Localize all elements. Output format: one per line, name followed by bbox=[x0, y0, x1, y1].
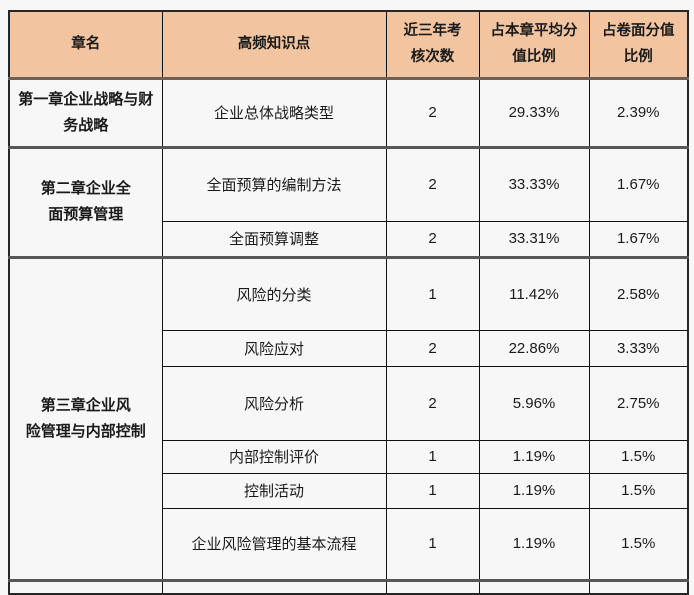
chapter-score-pct-cell: 1.19% bbox=[478, 439, 590, 474]
header-row: 章名 高频知识点 近三年考 核次数 占本章平均分 值比例 占卷面分值 比例 bbox=[8, 10, 689, 80]
table-row: 全面预算调整 2 33.31% 1.67% bbox=[9, 220, 689, 259]
column-header-paper-pct: 占卷面分值 比例 bbox=[588, 10, 689, 80]
column-header-chapter-pct: 占本章平均分 值比例 bbox=[478, 10, 590, 80]
table-row: 第二章企业全 面预算管理 全面预算的编制方法 2 33.33% 1.67% bbox=[8, 146, 689, 259]
chapter-score-pct-cell: 22.86% bbox=[478, 329, 590, 367]
table-row: 企业风险管理的基本流程 1 1.19% 1.5% bbox=[9, 507, 689, 582]
column-header-chapter: 章名 bbox=[8, 10, 163, 80]
table-row: 风险分析 2 5.96% 2.75% bbox=[9, 365, 689, 441]
topic-cell: 内部控制评价 bbox=[161, 439, 387, 474]
table-row: 第三章企业风 险管理与内部控制 风险的分类 1 11.42% 2.58% bbox=[8, 256, 689, 582]
chapter-name-cell: 第二章企业全 面预算管理 bbox=[8, 146, 163, 259]
topic-cell: 风险的分类 bbox=[161, 256, 387, 331]
table-row: 控制活动 1 1.19% 1.5% bbox=[9, 472, 689, 509]
paper-score-pct-cell: 1.5% bbox=[588, 472, 689, 509]
table-row: 内部控制评价 1 1.19% 1.5% bbox=[9, 439, 689, 474]
paper-score-pct-cell: 1.5% bbox=[588, 439, 689, 474]
column-header-count: 近三年考 核次数 bbox=[385, 10, 480, 80]
table-header: 章名 高频知识点 近三年考 核次数 占本章平均分 值比例 占卷面分值 比例 bbox=[8, 10, 689, 80]
count-cell: 1 bbox=[385, 472, 480, 509]
chapter-name-cell: 第一章企业战略与财 务战略 bbox=[8, 77, 163, 149]
empty-cell bbox=[8, 579, 163, 594]
topic-cell: 企业总体战略类型 bbox=[161, 77, 387, 149]
table-row: 第一章企业战略与财 务战略 企业总体战略类型 2 29.33% 2.39% bbox=[8, 77, 689, 149]
paper-score-pct-cell: 1.67% bbox=[588, 146, 689, 222]
count-cell: 2 bbox=[385, 365, 480, 441]
count-cell: 2 bbox=[385, 329, 480, 367]
empty-cell bbox=[161, 579, 387, 594]
count-cell: 2 bbox=[385, 220, 480, 259]
count-cell: 1 bbox=[385, 439, 480, 474]
empty-cell bbox=[588, 579, 689, 594]
topic-cell: 风险应对 bbox=[161, 329, 387, 367]
count-cell: 1 bbox=[385, 507, 480, 582]
paper-score-pct-cell: 3.33% bbox=[588, 329, 689, 367]
paper-score-pct-cell: 2.75% bbox=[588, 365, 689, 441]
chapter-name-cell: 第三章企业风 险管理与内部控制 bbox=[8, 256, 163, 582]
table-row: 风险应对 2 22.86% 3.33% bbox=[9, 329, 689, 367]
paper-score-pct-cell: 2.39% bbox=[588, 77, 689, 149]
empty-cell bbox=[385, 579, 480, 594]
topic-cell: 全面预算调整 bbox=[161, 220, 387, 259]
paper-score-pct-cell: 2.58% bbox=[588, 256, 689, 331]
table-body: 第一章企业战略与财 务战略 企业总体战略类型 2 29.33% 2.39% 第二章企业全 … bbox=[8, 77, 689, 594]
column-header-topic: 高频知识点 bbox=[161, 10, 387, 80]
count-cell: 1 bbox=[385, 256, 480, 331]
exam-stats-table: 章名 高频知识点 近三年考 核次数 占本章平均分 值比例 占卷面分值 比例 第一章企业战… bbox=[8, 10, 689, 595]
chapter-score-pct-cell: 11.42% bbox=[478, 256, 590, 331]
chapter-score-pct-cell: 1.19% bbox=[478, 472, 590, 509]
topic-cell: 控制活动 bbox=[161, 472, 387, 509]
paper-score-pct-cell: 1.67% bbox=[588, 220, 689, 259]
empty-cell bbox=[478, 579, 590, 594]
chapter-score-pct-cell: 33.31% bbox=[478, 220, 590, 259]
table-row-cutoff bbox=[8, 579, 689, 594]
paper-score-pct-cell: 1.5% bbox=[588, 507, 689, 582]
topic-cell: 全面预算的编制方法 bbox=[161, 146, 387, 222]
chapter-score-pct-cell: 33.33% bbox=[478, 146, 590, 222]
count-cell: 2 bbox=[385, 146, 480, 222]
topic-cell: 风险分析 bbox=[161, 365, 387, 441]
chapter-score-pct-cell: 29.33% bbox=[478, 77, 590, 149]
chapter-score-pct-cell: 5.96% bbox=[478, 365, 590, 441]
count-cell: 2 bbox=[385, 77, 480, 149]
chapter-score-pct-cell: 1.19% bbox=[478, 507, 590, 582]
topic-cell: 企业风险管理的基本流程 bbox=[161, 507, 387, 582]
